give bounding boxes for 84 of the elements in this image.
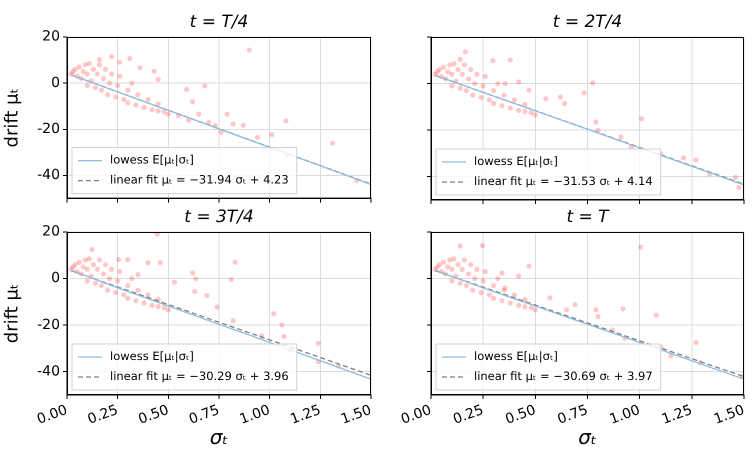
legend-label: lowess E[μₜ|σₜ] xyxy=(474,154,558,168)
point xyxy=(480,278,486,284)
point xyxy=(482,268,488,274)
point xyxy=(486,292,492,298)
point xyxy=(456,262,461,268)
x-tick-label: 1.00 xyxy=(238,402,272,428)
point xyxy=(468,262,474,268)
point xyxy=(474,266,480,272)
legend-label: linear fit μₜ = −30.69 σₜ + 3.97 xyxy=(474,368,653,383)
point xyxy=(449,266,454,272)
point xyxy=(595,314,601,320)
point xyxy=(526,264,532,269)
x-tick-label: 0.00 xyxy=(34,402,70,428)
y-tick-label: 20 xyxy=(42,28,60,45)
x-tick-label: 1.25 xyxy=(288,402,323,428)
x-tick-label: 1.25 xyxy=(660,402,694,428)
point xyxy=(516,274,522,279)
x-tick-label: 0.75 xyxy=(555,402,590,428)
legend-label: linear fit μₜ = −31.53 σₜ + 4.14 xyxy=(474,174,653,188)
point xyxy=(458,243,463,249)
point xyxy=(516,302,522,308)
legend-label: lowess E[μₜ|σₜ] xyxy=(474,348,558,363)
point xyxy=(495,276,500,282)
point xyxy=(436,262,442,268)
point xyxy=(572,302,578,308)
y-axis-title: drift μₜ xyxy=(1,88,22,148)
point xyxy=(460,266,465,272)
point xyxy=(638,244,644,250)
chart-title: t = T xyxy=(566,206,610,227)
x-axis-title: σₜ xyxy=(210,425,228,450)
y-tick-label: 20 xyxy=(42,224,60,240)
legend-label: lowess E[μₜ|σₜ] xyxy=(110,152,194,167)
point xyxy=(564,307,570,312)
x-tick-label: 0.75 xyxy=(186,402,222,428)
point xyxy=(547,295,553,300)
point xyxy=(445,264,450,270)
y-tick-label: 0 xyxy=(51,270,60,286)
x-tick-label: 0.25 xyxy=(451,402,486,428)
y-tick-label: -40 xyxy=(37,363,60,380)
point xyxy=(447,257,452,263)
x-tick-label: 0.25 xyxy=(86,402,120,428)
point xyxy=(449,278,454,284)
chart-title: t = 2T/4 xyxy=(552,12,622,32)
point xyxy=(470,288,476,293)
point xyxy=(522,304,528,310)
point xyxy=(654,312,659,318)
chart-title: t = T/4 xyxy=(190,12,248,32)
y-tick-label: -20 xyxy=(37,316,60,333)
x-axis-title: σₜ xyxy=(578,425,597,450)
point xyxy=(462,257,467,263)
y-axis-title: drift μₜ xyxy=(1,284,22,344)
point xyxy=(491,282,496,288)
legend-label: lowess E[μₜ|σₜ] xyxy=(110,348,194,363)
y-tick-label: 0 xyxy=(51,74,60,91)
point xyxy=(693,340,699,346)
point xyxy=(466,271,472,277)
point xyxy=(458,280,463,286)
point xyxy=(499,298,505,304)
y-tick-label: -20 xyxy=(37,120,60,137)
point xyxy=(478,290,484,296)
point xyxy=(512,292,518,298)
point xyxy=(508,300,513,306)
point xyxy=(502,285,508,290)
point xyxy=(472,276,478,282)
point xyxy=(499,270,505,276)
x-tick-label: 1.50 xyxy=(712,402,747,428)
point xyxy=(464,282,470,288)
point xyxy=(532,307,538,313)
point xyxy=(440,260,446,265)
point xyxy=(480,242,486,248)
point xyxy=(528,305,534,310)
point xyxy=(451,256,457,262)
x-tick-label: 0.50 xyxy=(503,402,538,428)
point xyxy=(491,296,496,301)
x-tick-label: 1.50 xyxy=(338,402,374,428)
point xyxy=(593,307,598,312)
legend-label: linear fit μₜ = −30.29 σₜ + 3.96 xyxy=(110,368,289,383)
chart-title: t = 3T/4 xyxy=(184,206,254,227)
point xyxy=(620,306,626,312)
legend-label: linear fit μₜ = −31.94 σₜ + 4.23 xyxy=(110,172,289,187)
y-tick-label: -40 xyxy=(37,167,60,184)
x-tick-label: 0.50 xyxy=(136,402,171,428)
x-tick-label: 1.00 xyxy=(608,402,642,428)
x-tick-label: 0.00 xyxy=(398,402,434,428)
